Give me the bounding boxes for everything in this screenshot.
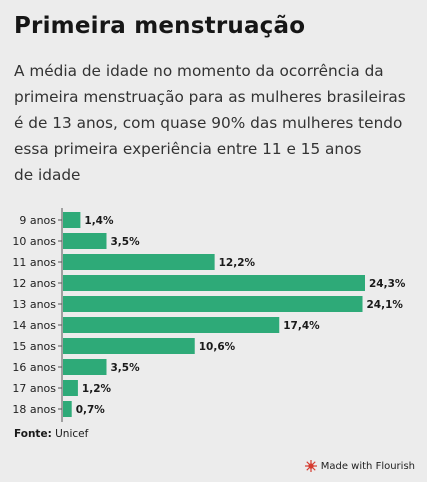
data-label: 3,5%	[110, 236, 140, 248]
bar-chart: 9 anos 1,4% 10 anos 3,5% 11 anos 12,2% 12 anos…	[12, 208, 406, 422]
bar[interactable]	[63, 317, 280, 333]
data-label: 17,4%	[283, 320, 320, 332]
source-label: Fonte:	[14, 428, 52, 440]
bar[interactable]	[63, 338, 195, 354]
bar[interactable]	[63, 212, 81, 228]
bar[interactable]	[63, 275, 365, 291]
source-value: Unicef	[55, 428, 89, 440]
category-label: 15 anos	[12, 340, 56, 353]
chart-title: Primeira menstruação	[14, 13, 306, 39]
subtitle-line: essa primeira experiência entre 11 e 15 …	[14, 140, 362, 158]
bar[interactable]	[63, 401, 72, 417]
category-label: 16 anos	[12, 361, 56, 374]
subtitle-line: é de 13 anos, com quase 90% das mulheres…	[14, 114, 403, 132]
flourish-logo-icon	[304, 460, 317, 472]
bar[interactable]	[63, 296, 363, 312]
category-label: 17 anos	[12, 382, 56, 395]
bar[interactable]	[63, 233, 107, 249]
subtitle-line: A média de idade no momento da ocorrênci…	[14, 62, 384, 80]
chart-subtitle: A média de idade no momento da ocorrênci…	[14, 58, 419, 188]
category-label: 14 anos	[12, 319, 56, 332]
data-label: 24,3%	[369, 278, 406, 290]
bar[interactable]	[63, 380, 78, 396]
flourish-credit[interactable]: Made with Flourish	[304, 460, 415, 472]
category-label: 12 anos	[12, 277, 56, 290]
category-label: 9 anos	[19, 214, 56, 227]
data-label: 12,2%	[219, 257, 256, 269]
bar[interactable]	[63, 359, 107, 375]
bar[interactable]	[63, 254, 215, 270]
data-label: 24,1%	[367, 299, 404, 311]
data-label: 0,7%	[76, 404, 106, 416]
data-label: 3,5%	[110, 362, 140, 374]
flourish-credit-text: Made with Flourish	[320, 460, 415, 472]
category-label: 10 anos	[12, 235, 56, 248]
data-label: 1,4%	[84, 215, 114, 227]
subtitle-line: de idade	[14, 166, 81, 184]
category-label: 11 anos	[12, 256, 56, 269]
data-label: 10,6%	[199, 341, 236, 353]
data-label: 1,2%	[82, 383, 112, 395]
category-label: 18 anos	[12, 403, 56, 416]
category-label: 13 anos	[12, 298, 56, 311]
source-note: Fonte: Unicef	[14, 428, 88, 440]
subtitle-line: primeira menstruação para as mulheres br…	[14, 88, 406, 106]
